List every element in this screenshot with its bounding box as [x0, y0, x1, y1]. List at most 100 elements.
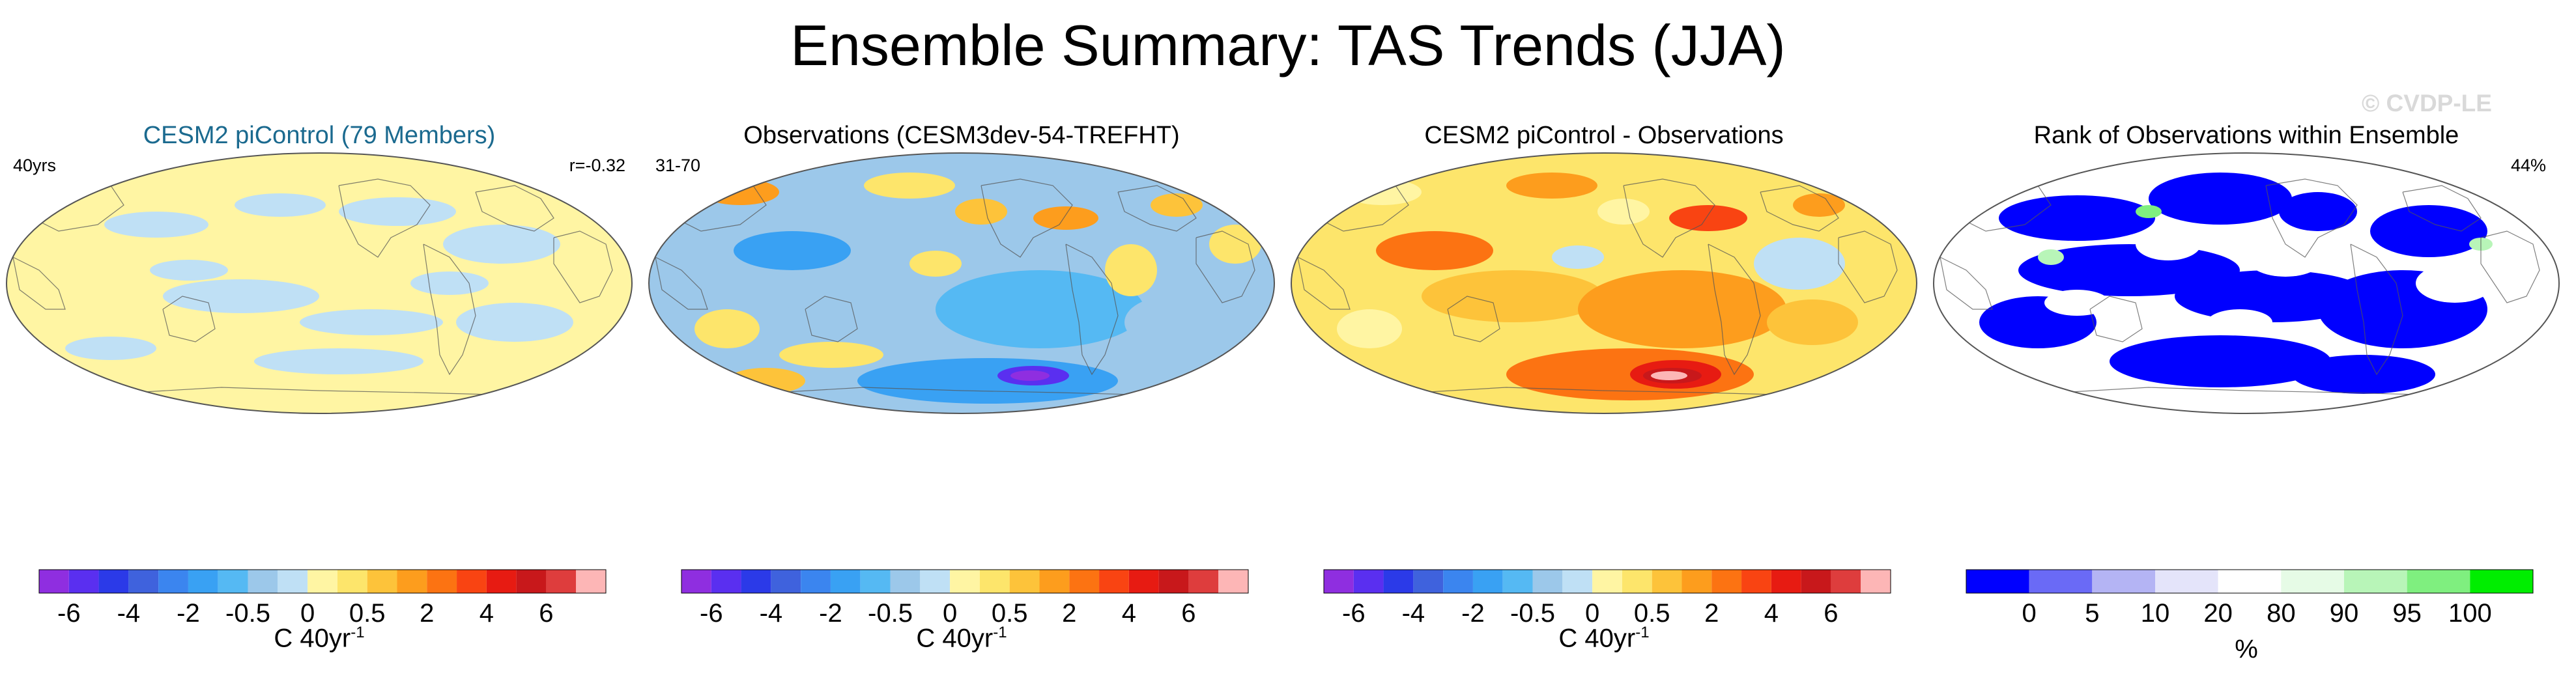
panel-4-map-svg: 0 5 10 20 80 90 95 100 [1933, 152, 2560, 628]
coastline [1447, 296, 1500, 342]
colorbar-swatch [278, 570, 308, 593]
colorbar-tick-label: 0.5 [992, 599, 1028, 628]
field-region [1506, 173, 1597, 199]
colorbar-tick-label: -0.5 [1510, 599, 1555, 628]
colorbar-tick-label: -4 [760, 599, 783, 628]
field-region [1578, 270, 1786, 348]
colorbar-swatch [1502, 570, 1533, 593]
coastline [162, 296, 216, 342]
coastlines [7, 175, 613, 396]
colorbar-tick-label: 95 [2392, 599, 2422, 628]
field-region [104, 212, 208, 238]
colorbar-swatch [576, 570, 606, 593]
map-outline [6, 152, 633, 414]
field-region [779, 270, 962, 322]
colorbar-swatch [771, 570, 801, 593]
field-region [2292, 355, 2435, 394]
colorbar-swatch [1801, 570, 1831, 593]
field-region [1793, 193, 1845, 217]
field-region [2038, 249, 2064, 265]
coastline [1939, 257, 1993, 310]
colorbar-tick-label: 4 [479, 599, 494, 628]
colorbar-swatch [1218, 570, 1248, 593]
colorbar-tick-label: 0 [300, 599, 315, 628]
colorbar-frame [38, 569, 607, 594]
colorbar-tick-label: -4 [1402, 599, 1425, 628]
colorbar-swatch [337, 570, 367, 593]
panel-title: Observations (CESM3dev-54-TREFHT) [743, 122, 1180, 149]
field-region [2044, 290, 2110, 316]
panel-right-label: 44% [2510, 156, 2546, 175]
coastline [423, 243, 476, 376]
map-outline [1933, 152, 2560, 414]
colorbar-swatch [1652, 570, 1682, 593]
field-region [1105, 244, 1157, 296]
colorbar-swatch [2218, 570, 2282, 593]
field-region [1754, 238, 1845, 290]
colorbar-tick-label: 2 [420, 599, 434, 628]
colorbar-swatch [1472, 570, 1503, 593]
colorbar-frame [1323, 569, 1891, 594]
colorbar-swatch [427, 570, 457, 593]
colorbar-tick-label: 2 [1062, 599, 1076, 628]
colorbar-tick-label: 4 [1122, 599, 1136, 628]
colorbar-tick-label: -2 [819, 599, 842, 628]
colorbar-swatch [367, 570, 397, 593]
map-field [694, 173, 1261, 404]
colorbar-swatch [2470, 570, 2533, 593]
field-region [1337, 309, 1402, 348]
panel-observations: Observations (CESM3dev-54-TREFHT) 31-70 … [642, 120, 1281, 680]
field-region [2416, 264, 2494, 303]
field-region [701, 179, 779, 205]
colorbar-swatch [2344, 570, 2407, 593]
field-region [1033, 206, 1098, 230]
colorbar-tick-label: 0.5 [1634, 599, 1670, 628]
field-region [1422, 270, 1604, 322]
coastlines [1934, 175, 2540, 396]
colorbar-swatch [546, 570, 577, 593]
colorbar-swatch [1069, 570, 1100, 593]
colorbar-swatch [248, 570, 278, 593]
colorbar-tick-label: 5 [2085, 599, 2099, 628]
colorbar-swatch [2029, 570, 2093, 593]
panel-title: Rank of Observations within Ensemble [2033, 122, 2459, 149]
colorbar-tick-label: 0 [943, 599, 957, 628]
field-region [456, 303, 573, 342]
colorbar-swatch [1562, 570, 1593, 593]
colorbar-label: % [2235, 635, 2258, 664]
coastline [2402, 185, 2482, 232]
colorbar-swatch [860, 570, 891, 593]
watermark: © CVDP-LE [2362, 90, 2492, 117]
colorbar-tick-label: -0.5 [868, 599, 913, 628]
coastline [1117, 185, 1197, 232]
coastline [805, 296, 858, 342]
colorbar-label: C 40yr-1 [916, 624, 1007, 653]
colorbar-tick-label: -2 [1461, 599, 1485, 628]
map-field [1979, 173, 2494, 394]
colorbar-swatch [711, 570, 741, 593]
panel-title: CESM2 piControl - Observations [1424, 122, 1784, 149]
panel-left-label: 40yrs [13, 156, 57, 175]
field-region [443, 225, 560, 264]
coastline [2480, 230, 2540, 303]
colorbar-tick-label: -6 [57, 599, 81, 628]
coastline [475, 185, 554, 232]
colorbar: -6 -4 -2 -0.5 0 0.5 2 4 6 [681, 569, 1249, 628]
panel-3-map-svg: -6 -4 -2 -0.5 0 0.5 2 4 6 [1291, 152, 1917, 628]
field-region [2279, 192, 2357, 231]
colorbar-swatch [681, 570, 711, 593]
field-region [727, 368, 805, 394]
field-region [2207, 309, 2272, 335]
colorbar-swatch [1039, 570, 1070, 593]
field-region [1999, 195, 2155, 241]
colorbar-swatch [1831, 570, 1861, 593]
field-region [1209, 225, 1261, 264]
colorbar-tick-label: 2 [1704, 599, 1719, 628]
field-region [1124, 296, 1216, 348]
field-region [1552, 245, 1604, 269]
colorbar-tick-label: 100 [2448, 599, 2492, 628]
colorbar-label: C 40yr-1 [274, 624, 365, 653]
coastline [752, 387, 1158, 396]
panel-1-map-svg: -6 -4 -2 -0.5 0 0.5 2 4 6 [6, 152, 633, 628]
colorbar-tick-label: -2 [177, 599, 200, 628]
